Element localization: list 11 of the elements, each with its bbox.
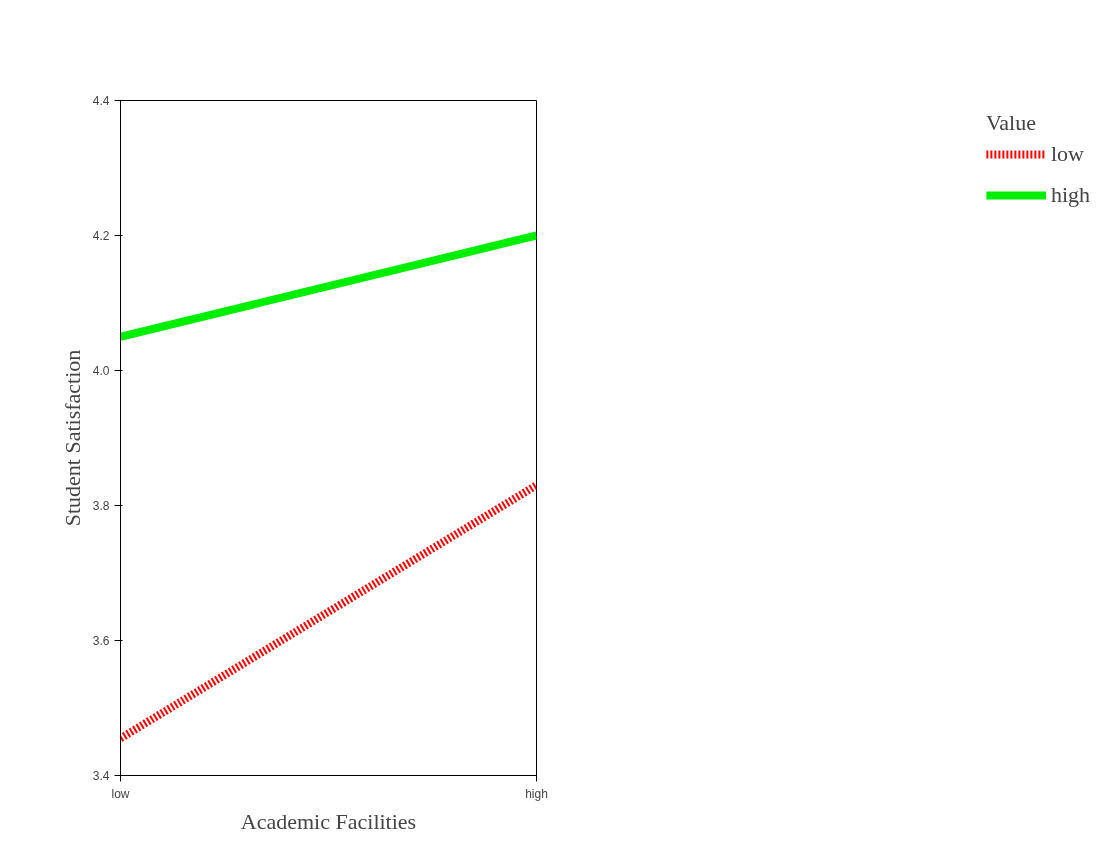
legend-label: high — [1050, 182, 1090, 208]
x-axis-title: Academic Facilities — [240, 808, 417, 834]
y-tick-label: 3.4 — [92, 769, 110, 783]
y-tick-label: 3.8 — [92, 499, 110, 513]
legend-label: low — [1050, 141, 1084, 167]
y-axis-title: Student Satisfaction — [59, 349, 85, 527]
y-tick-label: 4.4 — [92, 94, 110, 108]
y-tick-label: 3.6 — [92, 634, 110, 648]
y-tick-label: 4.2 — [92, 229, 110, 243]
y-tick-label: 4.0 — [92, 364, 110, 378]
legend-title: Value — [985, 110, 1037, 136]
